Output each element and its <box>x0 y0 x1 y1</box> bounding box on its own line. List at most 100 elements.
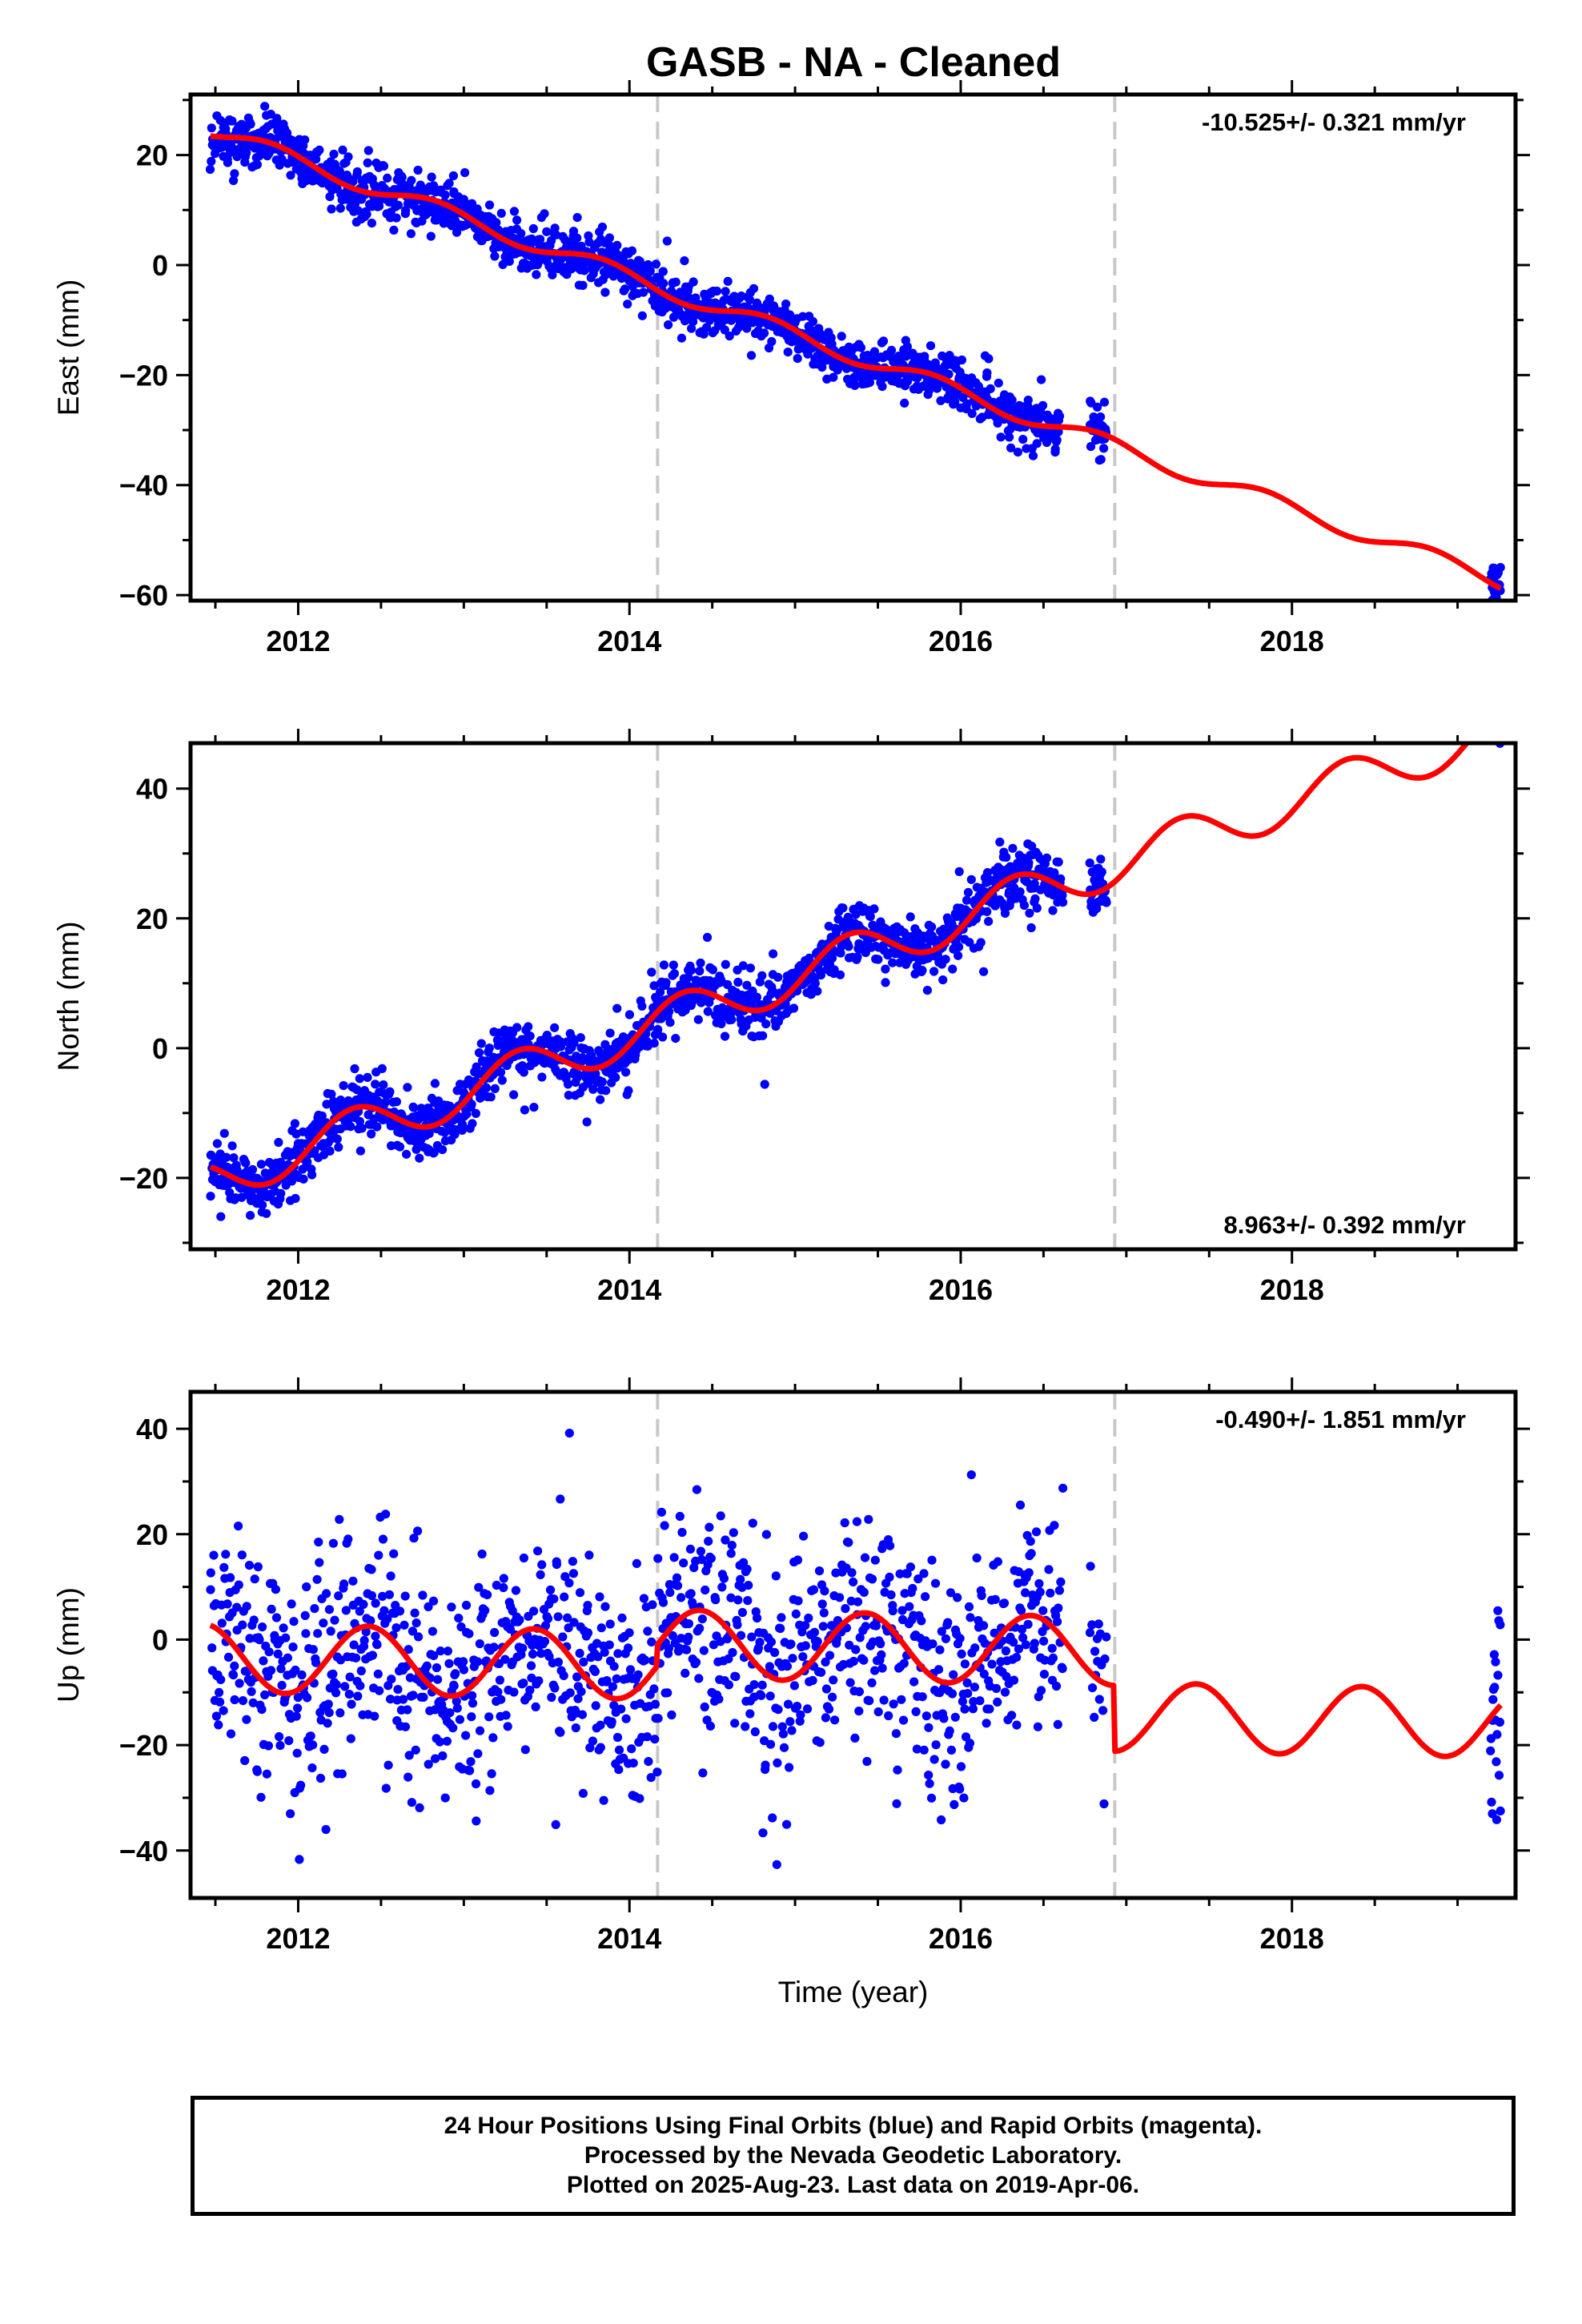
data-point <box>471 1779 481 1789</box>
data-point <box>851 910 861 919</box>
data-point <box>1034 1578 1044 1589</box>
data-point <box>613 1649 623 1659</box>
x-axis-label: Time (year) <box>778 1976 929 2008</box>
data-point <box>637 311 647 320</box>
data-point <box>902 342 912 352</box>
data-point <box>869 904 879 914</box>
data-point <box>905 1602 914 1611</box>
data-point <box>687 324 697 333</box>
data-point <box>348 177 358 187</box>
data-point <box>984 354 994 364</box>
data-point <box>550 223 560 233</box>
data-point <box>389 225 399 235</box>
data-point <box>721 959 730 969</box>
data-point <box>248 1698 258 1707</box>
data-point <box>782 1662 793 1671</box>
data-point <box>326 1626 335 1636</box>
data-point <box>339 1579 349 1589</box>
data-point <box>483 1590 492 1599</box>
data-point <box>216 1212 226 1221</box>
data-point <box>793 1596 803 1606</box>
data-point <box>922 986 932 995</box>
data-point <box>837 332 846 341</box>
data-point <box>737 1607 748 1618</box>
data-point <box>590 1667 600 1676</box>
data-point <box>827 953 837 963</box>
data-point <box>845 1678 855 1687</box>
data-point <box>821 1713 830 1723</box>
data-point <box>621 1068 631 1077</box>
data-point <box>765 1662 775 1671</box>
data-point <box>999 1598 1010 1608</box>
data-point <box>399 1695 408 1704</box>
data-point <box>747 1632 757 1642</box>
data-point <box>624 1643 633 1653</box>
data-point <box>1492 706 1501 714</box>
data-point <box>902 1569 912 1578</box>
data-point <box>1491 705 1500 714</box>
data-point <box>461 1731 471 1740</box>
data-point <box>602 1676 612 1686</box>
data-point <box>781 300 791 309</box>
data-point <box>778 1729 789 1739</box>
data-point <box>671 277 681 287</box>
data-point <box>888 1606 897 1616</box>
data-point <box>1489 730 1498 739</box>
data-point <box>957 1649 966 1659</box>
data-point <box>302 1582 311 1592</box>
data-point <box>569 1618 579 1627</box>
data-point <box>262 1208 271 1218</box>
data-point <box>359 1599 368 1609</box>
data-point <box>576 1687 586 1696</box>
data-point <box>519 1068 528 1077</box>
data-point <box>755 1638 765 1647</box>
data-point <box>649 1684 659 1694</box>
data-point <box>714 1695 724 1704</box>
data-point <box>226 1729 236 1739</box>
data-point <box>291 1711 301 1721</box>
data-point <box>979 967 989 976</box>
data-point <box>531 1702 540 1711</box>
data-point <box>960 1704 970 1714</box>
data-point <box>229 175 239 186</box>
data-point <box>691 1658 701 1667</box>
data-point <box>306 1731 315 1741</box>
data-point <box>395 1142 405 1152</box>
data-point <box>1490 708 1499 717</box>
data-point <box>577 1053 588 1063</box>
data-point <box>835 970 845 979</box>
data-point <box>646 1773 656 1783</box>
data-point <box>820 1586 829 1596</box>
data-point <box>560 1572 570 1582</box>
data-point <box>287 1599 296 1609</box>
data-point <box>633 1670 643 1679</box>
data-point <box>431 1754 440 1763</box>
data-point <box>293 1703 303 1713</box>
data-point <box>355 1606 364 1616</box>
data-point <box>1490 1683 1500 1692</box>
chart-title: GASB - NA - Cleaned <box>646 39 1061 86</box>
data-point <box>669 1553 679 1562</box>
data-point <box>572 233 582 243</box>
data-point <box>440 1128 450 1137</box>
data-point <box>627 246 637 255</box>
data-point <box>817 1667 826 1677</box>
data-point <box>518 1643 528 1653</box>
data-point <box>1487 1797 1496 1807</box>
model-line <box>209 133 1503 591</box>
y-tick-label: 20 <box>136 903 168 935</box>
data-point <box>987 1659 997 1669</box>
data-point <box>564 1623 573 1633</box>
data-point <box>949 1670 958 1679</box>
data-point <box>597 222 608 232</box>
data-point <box>226 1573 235 1582</box>
data-point <box>525 1031 535 1041</box>
data-point <box>865 1696 874 1706</box>
data-point <box>612 1003 622 1013</box>
data-point <box>345 1672 355 1682</box>
data-point <box>669 960 678 970</box>
data-point <box>319 1744 329 1754</box>
data-point <box>338 145 347 155</box>
data-point <box>299 1174 308 1184</box>
data-point <box>215 1687 224 1697</box>
